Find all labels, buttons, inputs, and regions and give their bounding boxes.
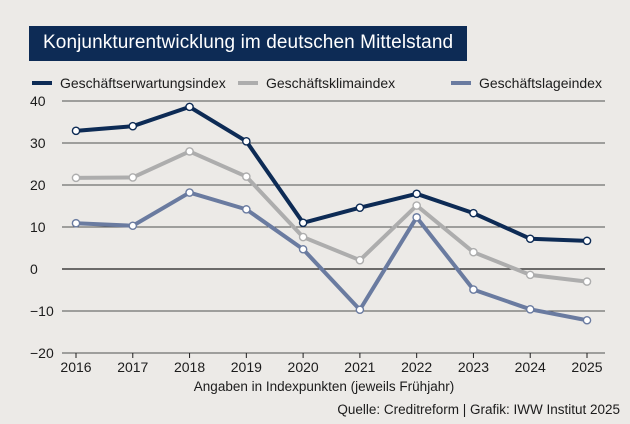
data-point: [242, 172, 251, 181]
x-tick-label: 2017: [117, 359, 148, 375]
data-point: [582, 277, 592, 286]
y-tick-label: 40: [30, 93, 46, 109]
data-point: [185, 147, 194, 156]
data-point: [412, 201, 421, 210]
x-tick-label: 2023: [458, 359, 489, 375]
data-point: [128, 221, 138, 231]
x-tick-label: 2022: [401, 359, 432, 375]
y-tick-label: 10: [30, 219, 46, 235]
data-point: [355, 255, 365, 265]
data-point: [582, 236, 592, 246]
data-point: [185, 188, 194, 197]
y-tick-label: −10: [30, 303, 54, 319]
x-tick-label: 2020: [288, 359, 319, 375]
series-line-1: [74, 104, 589, 243]
series-line-3: [74, 190, 589, 323]
data-point: [525, 305, 535, 314]
data-point: [469, 208, 478, 218]
data-point: [469, 285, 478, 294]
data-point: [412, 189, 421, 199]
x-tick-label: 2019: [231, 359, 262, 375]
source-note: Quelle: Creditreform | Grafik: IWW Insti…: [337, 402, 620, 417]
data-point: [242, 205, 251, 214]
legend-label: Geschäftsklimaindex: [266, 75, 395, 91]
data-point: [71, 126, 81, 136]
chart-title: Konjunkturentwicklung im deutschen Mitte…: [29, 26, 468, 61]
data-point: [298, 232, 308, 242]
data-point: [582, 315, 592, 325]
y-tick-label: −20: [30, 345, 54, 361]
x-tick-label: 2018: [174, 359, 205, 375]
x-tick-label: 2024: [515, 359, 546, 375]
data-point: [355, 305, 365, 315]
legend-label: Geschäftserwartungsindex: [60, 75, 226, 91]
data-point: [71, 173, 81, 183]
y-tick-label: 30: [30, 135, 46, 151]
data-point: [355, 203, 365, 212]
data-point: [71, 218, 81, 228]
data-point: [242, 137, 251, 146]
data-point: [525, 270, 535, 280]
data-point: [469, 247, 478, 257]
data-point: [185, 102, 194, 112]
data-point: [525, 234, 535, 244]
x-axis-label: Angaben in Indexpunkten (jeweils Frühjah…: [194, 379, 454, 394]
data-point: [298, 244, 308, 254]
data-point: [298, 218, 308, 228]
data-point: [412, 213, 421, 222]
x-tick-label: 2021: [344, 359, 375, 375]
x-tick-label: 2025: [571, 359, 602, 375]
y-tick-label: 0: [30, 261, 38, 277]
legend-label: Geschäftslageindex: [479, 75, 602, 91]
series-line-2: [74, 149, 589, 284]
y-tick-label: 20: [30, 177, 46, 193]
x-tick-label: 2016: [60, 359, 91, 375]
data-point: [128, 173, 138, 182]
data-point: [128, 121, 138, 131]
